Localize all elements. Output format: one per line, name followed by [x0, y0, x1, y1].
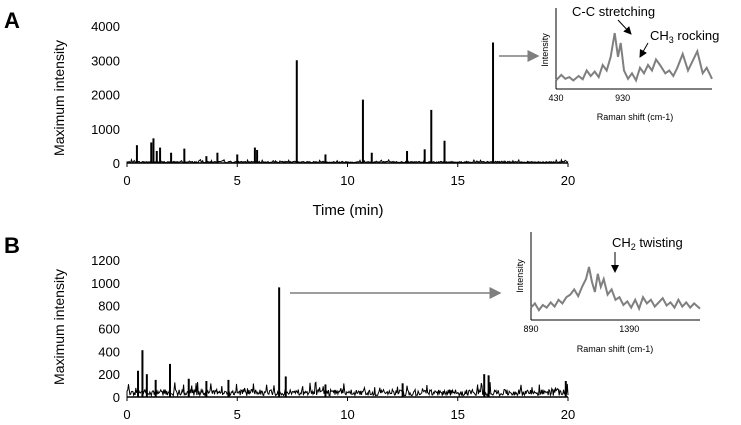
panel-b-ytick-label: 1200	[91, 253, 120, 268]
panel-b-ytick-label: 400	[98, 344, 120, 359]
inset-a-annotation-ch3: CH3 rocking	[650, 28, 719, 45]
inset-b-xticks: 890 1390	[523, 324, 639, 334]
panel-b-baseline-noise	[126, 381, 569, 398]
panel-a-ytick-label: 3000	[91, 53, 120, 68]
inset-a-xlabel: Raman shift (cm-1)	[597, 112, 674, 122]
panel-b-ytick-label: 800	[98, 299, 120, 314]
panel-a-inset: Intensity Raman shift (cm-1) 430 930 C-C …	[540, 4, 719, 122]
inset-a-xticks: 430 930	[548, 93, 630, 103]
inset-b-xtick-label: 1390	[619, 324, 639, 334]
panel-b-ytick-label: 200	[98, 367, 120, 382]
panel-b-ytick-label: 600	[98, 322, 120, 337]
panel-a-ylabel: Maximum intensity	[51, 40, 67, 156]
inset-b-xlabel: Raman shift (cm-1)	[577, 344, 654, 354]
inset-a-arrow-cc	[617, 19, 632, 35]
panel-b-xtick-label: 5	[234, 407, 241, 422]
inset-a-xtick-label: 930	[615, 93, 630, 103]
panel-a-letter: A	[4, 8, 20, 33]
panel-a-ytick-label: 0	[113, 156, 120, 171]
panel-b-xtick-label: 10	[340, 407, 354, 422]
panel-b-inset: Intensity Raman shift (cm-1) 890 1390 CH2…	[515, 232, 701, 354]
panel-b-xticks: 0 5 10 15 20	[123, 397, 575, 422]
inset-b-ylabel: Intensity	[515, 259, 525, 293]
panel-b-xtick-label: 20	[561, 407, 575, 422]
panel-a-ytick-label: 1000	[91, 122, 120, 137]
inset-a-spectrum	[555, 32, 713, 83]
inset-a-xtick-label: 430	[548, 93, 563, 103]
panel-b-trace	[126, 287, 569, 398]
panel-a-xtick-label: 0	[123, 173, 130, 188]
panel-a-xtick-label: 15	[451, 173, 465, 188]
inset-b-xtick-label: 890	[523, 324, 538, 334]
panel-a-yticks: 0 1000 2000 3000 4000	[91, 19, 120, 171]
panel-a-ytick-label: 4000	[91, 19, 120, 34]
panel-a-xtick-label: 5	[234, 173, 241, 188]
panel-b-yticks: 0 200 400 600 800 1000 1200	[91, 253, 120, 405]
panel-a-xlabel: Time (min)	[312, 202, 383, 219]
inset-b-annotation-ch2: CH2 twisting	[612, 235, 683, 252]
panel-a-xticks: 0 5 10 15 20	[123, 163, 575, 188]
panel-a-chart: Maximum intensity Time (min) 0 1000 2000 30…	[51, 19, 575, 219]
panel-b-ylabel: Maximum intensity	[51, 269, 67, 385]
inset-a-ylabel: Intensity	[540, 33, 550, 67]
inset-a-arrow-ch3	[639, 42, 649, 58]
panel-a-trace	[126, 42, 569, 164]
panel-b-ytick-label: 0	[113, 390, 120, 405]
inset-b-spectrum	[530, 266, 701, 313]
panel-b-xtick-label: 15	[451, 407, 465, 422]
panel-a-xtick-label: 10	[340, 173, 354, 188]
panel-a-ytick-label: 2000	[91, 88, 120, 103]
panel-b-xtick-label: 0	[123, 407, 130, 422]
panel-a-xtick-label: 20	[561, 173, 575, 188]
panel-b-chart: Maximum intensity 020040060080010001200 …	[51, 253, 575, 422]
inset-a-annotation-cc: C-C stretching	[572, 4, 655, 19]
panel-b-letter: B	[4, 233, 20, 258]
panel-b-ytick-label: 1000	[91, 276, 120, 291]
